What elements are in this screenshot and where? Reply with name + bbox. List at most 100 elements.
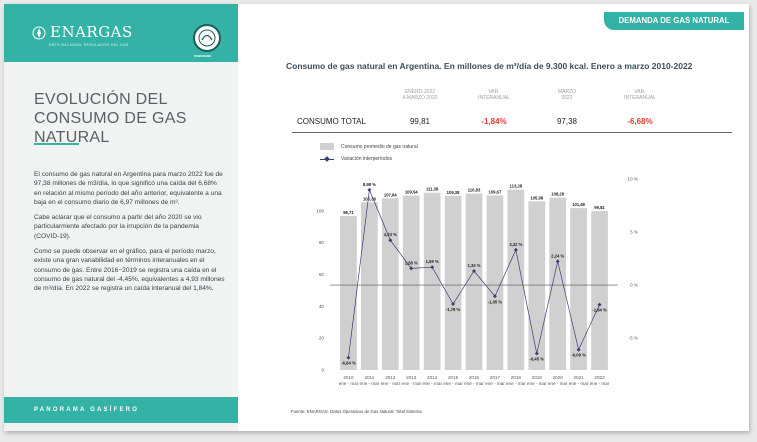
bar <box>570 208 587 370</box>
bar-data-label: 96,71 <box>343 210 354 215</box>
line-data-label: 4,23 % <box>384 232 397 237</box>
x-axis-tick-label: 2021 <box>573 375 584 380</box>
x-axis-tick-label: 2020 <box>553 375 564 380</box>
bar-data-label: 111,38 <box>426 187 439 192</box>
footer-label: PANORAMA GASÍFERO <box>34 407 140 413</box>
x-axis-tick-sublabel: ene - mar <box>506 381 526 386</box>
bar <box>507 189 525 370</box>
x-axis-tick-label: 2017 <box>490 375 501 380</box>
x-axis-tick-sublabel: ene - mar <box>590 381 610 386</box>
line-point <box>367 187 372 192</box>
seal-caption: PANORAMA <box>194 54 212 58</box>
legend-line-label: Variación interperíodos <box>341 156 393 162</box>
table-header-period: ENERO 2022 A MARZO 2022 <box>402 89 438 101</box>
x-axis-tick-label: 2014 <box>427 375 438 380</box>
bar-data-label: 110,83 <box>468 188 481 193</box>
bar-data-label: 101,69 <box>572 202 585 207</box>
x-axis-tick-sublabel: ene - mar <box>380 381 400 386</box>
bar <box>381 198 399 370</box>
line-data-label: -6,09 % <box>571 353 586 358</box>
x-axis-tick-label: 2010 <box>343 375 354 380</box>
bar <box>486 195 504 370</box>
legend-bar-label: Consumo promedio de gas natural <box>341 144 418 150</box>
source-note: Fuente: ENARGAS. Datos Operativos de Gas… <box>291 409 423 414</box>
bar <box>444 195 462 370</box>
right-axis-tick-label: -5 % <box>629 336 638 341</box>
x-axis-tick-sublabel: ene - mar <box>360 381 380 386</box>
x-axis-tick-sublabel: ene - mar <box>339 381 359 386</box>
logo-bar: ENARGAS ENTE NACIONAL REGULADOR DEL GAS … <box>4 4 238 62</box>
enargas-logo: ENARGAS <box>32 25 133 40</box>
table-header-var-month: VAR. INTERANUAL <box>624 89 656 101</box>
left-axis-tick-label: 0 <box>321 368 324 373</box>
sidebar-body: El consumo de gas natural en Argentina p… <box>34 170 226 300</box>
bar-data-label: 109,67 <box>489 189 502 194</box>
x-axis-tick-sublabel: ene - mar <box>527 381 547 386</box>
panorama-seal-icon <box>193 24 221 52</box>
x-axis-tick-sublabel: ene - mar <box>422 381 442 386</box>
x-axis-tick-label: 2011 <box>364 375 374 380</box>
bar <box>549 197 567 370</box>
table-row-label: CONSUMO TOTAL <box>297 117 366 126</box>
line-data-label: -6,84 % <box>341 361 356 366</box>
table-divider <box>292 132 732 133</box>
footer-bar: PANORAMA GASÍFERO <box>4 397 238 423</box>
line-data-label: 8,98 % <box>363 182 376 187</box>
left-axis-tick-label: 60 <box>319 272 325 277</box>
bar-data-label: 109,38 <box>447 190 460 195</box>
x-axis-tick-sublabel: ene - mar <box>443 381 463 386</box>
sidebar-paragraph: Cabe aclarar que el consumo a partir del… <box>34 214 202 240</box>
line-data-label: -1,84 % <box>592 308 607 313</box>
line-data-label: 3,32 % <box>509 242 522 247</box>
right-axis-tick-label: 5 % <box>630 230 638 235</box>
bar <box>361 202 378 370</box>
chart-title: Consumo de gas natural en Argentina. En … <box>286 61 693 71</box>
line-point <box>555 259 560 264</box>
left-axis-tick-label: 100 <box>316 208 324 213</box>
table-value-period: 99,81 <box>409 117 431 126</box>
table-value-var-period: -1,84% <box>481 117 507 126</box>
table-value-month: 97,38 <box>556 117 578 126</box>
left-axis-tick-label: 40 <box>319 304 325 309</box>
line-data-label: -1,78 % <box>446 307 461 312</box>
line-data-label: 1,33 % <box>467 263 480 268</box>
x-axis-tick-sublabel: ene - mar <box>401 381 421 386</box>
line-point <box>472 269 476 273</box>
x-axis-tick-sublabel: ene - mar <box>485 381 505 386</box>
line-data-label: -1,05 % <box>488 299 503 304</box>
right-axis-tick-label: 0 % <box>630 283 638 288</box>
table-value-var-month: -6,68% <box>627 117 653 126</box>
x-axis-tick-label: 2019 <box>532 375 543 380</box>
table-header-var-period: VAR. INTERANUAL <box>478 89 510 101</box>
sidebar-paragraph: Como se puede observar en el gráfico, pa… <box>34 248 225 293</box>
legend-bar-swatch <box>320 143 334 150</box>
line-point <box>388 238 393 243</box>
right-axis-tick-label: 10 % <box>628 177 638 182</box>
x-axis-tick-label: 2015 <box>448 375 459 380</box>
logo-subtext: ENTE NACIONAL REGULADOR DEL GAS <box>49 43 129 47</box>
bar-data-label: 99,81 <box>594 205 605 210</box>
bar <box>423 192 441 370</box>
bar-data-label: 105,98 <box>530 195 543 200</box>
x-axis-tick-label: 2018 <box>511 375 522 380</box>
line-point <box>451 302 456 306</box>
bar <box>591 211 608 370</box>
report-page: ENARGAS ENTE NACIONAL REGULADOR DEL GAS … <box>4 4 749 431</box>
bar <box>528 201 546 370</box>
bar <box>340 216 357 370</box>
section-tab: DEMANDA DE GAS NATURAL <box>604 12 744 30</box>
table-header-month: MARZO 2022 <box>557 89 577 101</box>
x-axis-tick-label: 2013 <box>406 375 417 380</box>
left-axis-tick-label: 20 <box>319 336 325 341</box>
x-axis-tick-sublabel: ene - mar <box>464 381 484 386</box>
sidebar: ENARGAS ENTE NACIONAL REGULADOR DEL GAS … <box>4 4 238 431</box>
x-axis-tick-sublabel: ene - mar <box>569 381 589 386</box>
line-data-label: 1,58 % <box>405 260 418 265</box>
bar <box>465 193 483 370</box>
title-divider <box>34 143 79 145</box>
line-data-label: -6,45 % <box>530 357 545 362</box>
logo-text: ENARGAS <box>50 23 133 41</box>
bar-data-label: 108,28 <box>551 192 564 197</box>
bar-data-label: 113,28 <box>510 184 523 189</box>
sidebar-title: EVOLUCIÓN DEL CONSUMO DE GAS NATURAL <box>34 91 187 146</box>
